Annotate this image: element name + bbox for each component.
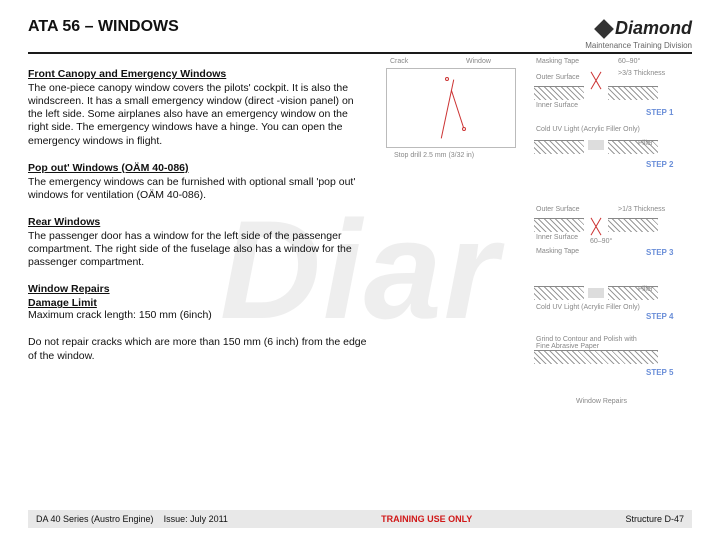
label-angle: 60–90° [590, 238, 612, 245]
footer-page: Structure D-47 [625, 514, 684, 524]
repair-diagram: Crack Window Stop drill 2.5 mm (3/32 in)… [386, 68, 686, 428]
label-crack: Crack [390, 58, 408, 65]
section-body: Do not repair cracks which are more than… [28, 336, 368, 362]
label-grind: Grind to Contour and Polish with Fine Ab… [536, 336, 646, 350]
crack-panel [386, 68, 516, 148]
page: ATA 56 – WINDOWS Diamond Maintenance Tra… [0, 0, 720, 540]
section-body: The one-piece canopy window covers the p… [28, 82, 368, 148]
text-column: Front Canopy and Emergency Windows The o… [28, 68, 368, 428]
filler-icon [588, 288, 604, 298]
label-angle: 60–90° [618, 58, 640, 65]
diamond-icon [594, 19, 614, 39]
label-window: Window [466, 58, 491, 65]
hatch-icon [608, 218, 658, 232]
diagram-column: Crack Window Stop drill 2.5 mm (3/32 in)… [386, 68, 692, 428]
section-rear: Rear Windows The passenger door has a wi… [28, 216, 368, 269]
section-popout: Pop out' Windows (OÄM 40-086) The emerge… [28, 162, 368, 202]
logo: Diamond Maintenance Training Division [585, 18, 692, 50]
section-body: The passenger door has a window for the … [28, 230, 368, 269]
section-heading: Front Canopy and Emergency Windows [28, 68, 368, 80]
label-inner: Inner Surface [536, 102, 578, 109]
label-outer: Outer Surface [536, 74, 580, 81]
section-note: Do not repair cracks which are more than… [28, 336, 368, 362]
label-cold: Cold UV Light (Acrylic Filler Only) [536, 304, 640, 311]
footer-model: DA 40 Series (Austro Engine) [36, 514, 154, 524]
section-body: The emergency windows can be furnished w… [28, 176, 368, 202]
footer: DA 40 Series (Austro Engine) Issue: July… [28, 510, 692, 528]
content: Front Canopy and Emergency Windows The o… [28, 68, 692, 428]
label-thickness: >1/3 Thickness [618, 206, 665, 213]
label-outer: Outer Surface [536, 206, 580, 213]
drill-hole-icon [445, 77, 449, 81]
label-cold: Cold UV Light (Acrylic Filler Only) [536, 126, 640, 133]
section-heading: Window Repairs [28, 283, 368, 295]
diagram-caption: Window Repairs [576, 398, 627, 405]
step-label: STEP 5 [646, 368, 673, 377]
hatch-icon [534, 350, 658, 364]
filler-icon [588, 140, 604, 150]
step-label: STEP 3 [646, 248, 673, 257]
step-label: STEP 1 [646, 108, 673, 117]
footer-issue: Issue: July 2011 [164, 514, 228, 524]
drill-hole-icon [462, 127, 466, 131]
crack-line-icon [441, 80, 454, 139]
hatch-icon [608, 86, 658, 100]
label-stopdrill: Stop drill 2.5 mm (3/32 in) [394, 152, 474, 159]
section-front-canopy: Front Canopy and Emergency Windows The o… [28, 68, 368, 148]
step-label: STEP 4 [646, 312, 673, 321]
hatch-icon [534, 86, 584, 100]
section-subheading: Damage Limit [28, 297, 368, 309]
hatch-icon [534, 286, 584, 300]
label-masking: Masking Tape [536, 58, 579, 65]
footer-training: TRAINING USE ONLY [228, 514, 626, 524]
section-heading: Pop out' Windows (OÄM 40-086) [28, 162, 368, 174]
label-filler: Filler [638, 286, 653, 293]
label-thickness: >3/3 Thickness [618, 70, 665, 77]
label-masking: Masking Tape [536, 248, 579, 255]
section-repairs: Window Repairs Damage Limit Maximum crac… [28, 283, 368, 322]
crack-line-icon [451, 90, 464, 128]
logo-subtitle: Maintenance Training Division [585, 41, 692, 50]
hatch-icon [534, 140, 584, 154]
label-inner: Inner Surface [536, 234, 578, 241]
step-label: STEP 2 [646, 160, 673, 169]
label-filler: Filler [638, 140, 653, 147]
section-body: Maximum crack length: 150 mm (6inch) [28, 309, 368, 322]
header: ATA 56 – WINDOWS Diamond Maintenance Tra… [28, 18, 692, 54]
logo-text: Diamond [615, 18, 692, 39]
page-title: ATA 56 – WINDOWS [28, 18, 179, 36]
section-heading: Rear Windows [28, 216, 368, 228]
hatch-icon [534, 218, 584, 232]
